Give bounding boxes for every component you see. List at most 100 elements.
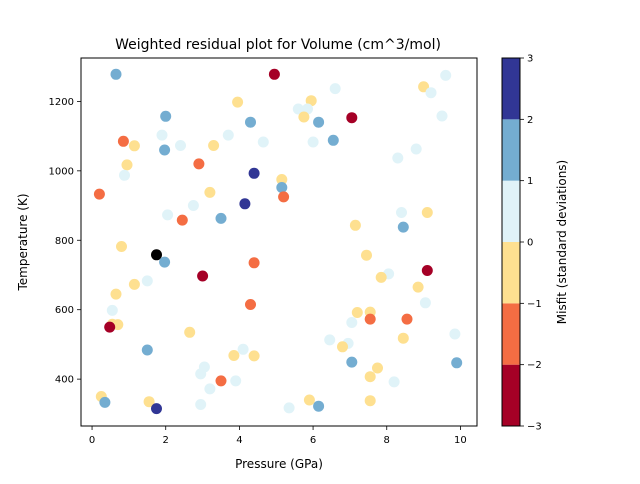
data-point <box>349 219 361 231</box>
data-point <box>128 278 140 290</box>
data-point <box>239 198 251 210</box>
data-point <box>364 395 376 407</box>
data-point <box>372 362 383 374</box>
data-point <box>128 140 140 152</box>
x-tick-label: 2 <box>163 435 169 446</box>
colorbar-label: Misfit (standard deviations) <box>555 160 569 324</box>
colorbar-tick-label: 1 <box>527 176 533 187</box>
points-layer <box>93 68 463 415</box>
data-point <box>204 383 216 395</box>
data-point <box>215 375 227 387</box>
data-point <box>162 209 174 221</box>
data-point <box>396 207 407 218</box>
y-axis-ticks: 400 600 800 1000 1200 <box>49 97 81 386</box>
data-point <box>110 68 122 80</box>
data-point <box>248 167 260 179</box>
y-tick-label: 400 <box>55 375 74 386</box>
data-point <box>159 256 171 268</box>
data-point <box>412 281 424 293</box>
data-point <box>337 341 348 353</box>
data-point <box>283 402 295 414</box>
data-point <box>257 136 269 148</box>
data-point <box>292 103 304 115</box>
data-point <box>421 265 433 276</box>
x-axis-label: Pressure (GPa) <box>235 457 323 471</box>
chart-title: Weighted residual plot for Volume (cm^3/… <box>115 37 441 53</box>
data-point <box>193 158 205 170</box>
data-point <box>425 87 437 99</box>
data-point <box>245 116 256 128</box>
data-point <box>313 116 325 128</box>
colorbar-tick-label: 0 <box>527 238 533 249</box>
data-point <box>141 344 153 356</box>
data-point <box>151 403 162 415</box>
x-tick-label: 0 <box>89 435 95 446</box>
data-point <box>303 394 315 406</box>
x-tick-label: 8 <box>384 435 390 446</box>
colorbar-segment <box>502 242 520 304</box>
colorbar-segment <box>502 58 520 120</box>
data-point <box>276 174 288 185</box>
colorbar-segment <box>502 303 520 365</box>
data-point <box>116 241 127 252</box>
data-point <box>99 396 111 408</box>
x-tick-label: 10 <box>454 435 467 446</box>
data-point <box>324 334 336 346</box>
data-point <box>208 140 220 151</box>
data-point <box>117 135 129 147</box>
data-point <box>222 129 234 141</box>
x-tick-label: 6 <box>310 435 316 446</box>
data-point <box>307 136 319 148</box>
data-point <box>305 95 317 107</box>
data-point <box>110 288 122 300</box>
data-point <box>230 375 242 387</box>
y-tick-label: 800 <box>55 236 74 247</box>
data-point <box>176 214 188 226</box>
data-point <box>204 186 216 198</box>
data-point <box>449 328 461 340</box>
x-axis-ticks: 0 2 4 6 8 10 <box>89 426 467 446</box>
data-point <box>104 321 116 333</box>
y-tick-label: 600 <box>55 305 74 316</box>
data-point <box>195 368 207 380</box>
data-point <box>346 112 358 124</box>
data-point <box>197 270 209 282</box>
y-axis-label: Temperature (K) <box>16 193 30 291</box>
data-point <box>156 129 168 141</box>
data-point <box>327 134 339 146</box>
data-point <box>121 159 133 171</box>
colorbar-ticks: −3 −2 −1 0 1 2 3 <box>520 54 542 433</box>
colorbar-segment <box>502 364 520 426</box>
data-point <box>143 396 155 408</box>
colorbar-segment <box>502 180 520 242</box>
data-point <box>184 326 196 338</box>
data-point <box>397 221 409 233</box>
data-point <box>276 182 288 193</box>
data-point <box>418 81 430 93</box>
data-point <box>451 357 463 369</box>
data-point <box>361 249 372 261</box>
data-point <box>159 144 171 156</box>
data-point <box>329 83 341 95</box>
colorbar-tick-label: 2 <box>527 115 533 126</box>
data-point <box>375 271 387 283</box>
data-point <box>313 400 325 412</box>
data-point <box>232 96 244 108</box>
data-point <box>228 350 240 361</box>
data-point <box>388 376 400 388</box>
data-point <box>419 297 431 309</box>
data-point <box>93 188 105 200</box>
data-point <box>364 371 376 383</box>
colorbar-tick-label: −3 <box>527 422 542 433</box>
y-tick-label: 1200 <box>49 97 74 108</box>
colorbar <box>502 58 520 426</box>
data-point <box>215 212 227 224</box>
data-point <box>392 152 404 164</box>
data-point <box>410 143 422 155</box>
colorbar-tick-label: 3 <box>527 54 533 65</box>
y-tick-label: 1000 <box>49 166 74 177</box>
colorbar-tick-label: −2 <box>527 360 542 371</box>
data-point <box>195 399 207 410</box>
colorbar-segment <box>502 119 520 181</box>
